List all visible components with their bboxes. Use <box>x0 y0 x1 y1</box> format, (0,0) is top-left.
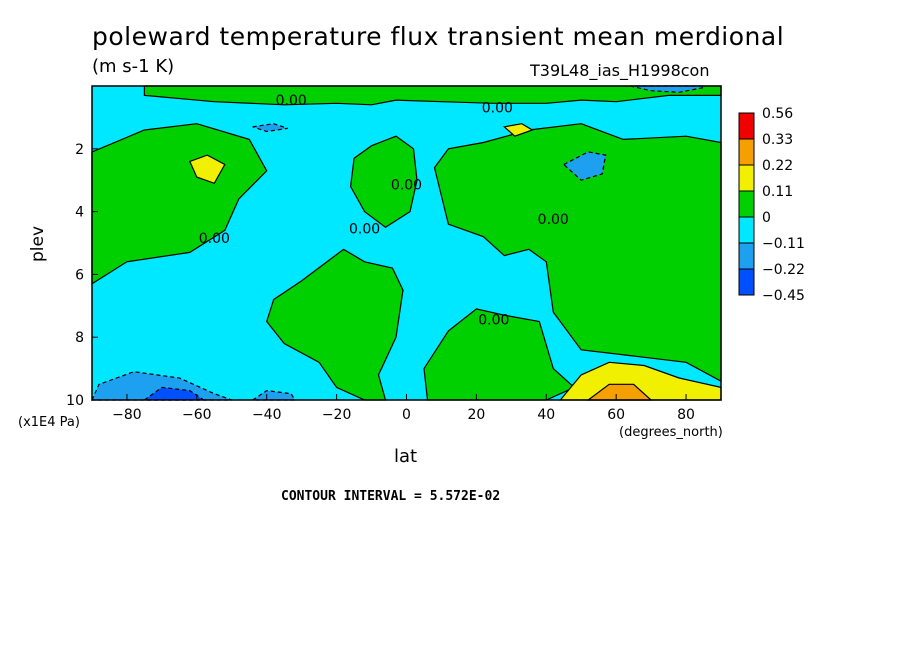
contour-label: 0.00 <box>276 93 307 109</box>
legend-level-label: 0.11 <box>762 184 793 200</box>
y-axis-units: (x1E4 Pa) <box>18 415 80 430</box>
contour-label: 0.00 <box>482 101 513 117</box>
contour-label: 0.00 <box>478 313 509 329</box>
legend-level-label: −0.45 <box>762 288 805 304</box>
y-tick-label: 10 <box>66 393 84 409</box>
y-tick-label: 8 <box>75 330 84 346</box>
legend-level-label: −0.11 <box>762 236 805 252</box>
legend-swatch <box>738 138 755 166</box>
x-tick-label: 20 <box>467 407 485 423</box>
x-tick-label: 60 <box>607 407 625 423</box>
x-tick-label: 80 <box>677 407 695 423</box>
contour-label: 0.00 <box>538 212 569 228</box>
dataset-label: T39L48_ias_H1998con <box>530 61 710 80</box>
contour-region-11 <box>250 389 296 401</box>
y-tick-label: 6 <box>75 267 84 283</box>
x-axis-units: (degrees_north) <box>619 425 723 440</box>
contour-region-3 <box>433 123 722 383</box>
x-tick-label: −80 <box>112 407 142 423</box>
units-label: (m s-1 K) <box>92 56 175 77</box>
contour-label: 0.00 <box>349 222 380 238</box>
legend-level-label: −0.22 <box>762 262 805 278</box>
x-tick-label: 40 <box>537 407 555 423</box>
legend-level-label: 0.22 <box>762 158 793 174</box>
x-tick-label: 0 <box>402 407 411 423</box>
legend-swatch <box>738 268 755 296</box>
contour-label: 0.00 <box>391 178 422 194</box>
y-tick-label: 2 <box>75 142 84 158</box>
legend-level-label: 0.56 <box>762 106 793 122</box>
legend-level-label: 0.33 <box>762 132 793 148</box>
x-tick-label: −40 <box>252 407 282 423</box>
contour-label: 0.00 <box>199 231 230 247</box>
legend-swatch <box>738 190 755 218</box>
legend-level-label: 0 <box>762 210 771 226</box>
contour-region-4 <box>266 248 404 401</box>
legend-swatch <box>738 216 755 244</box>
y-tick-label: 4 <box>75 205 84 221</box>
legend-swatch <box>738 112 755 140</box>
contour-interval-note: CONTOUR INTERVAL = 5.572E-02 <box>281 489 501 504</box>
x-tick-label: −60 <box>182 407 212 423</box>
contour-region-2 <box>349 135 418 229</box>
contour-region-13 <box>252 123 288 133</box>
contour-region-14 <box>629 85 705 93</box>
legend-swatch <box>738 164 755 192</box>
x-axis-label: lat <box>394 446 418 467</box>
contour-region-5 <box>423 308 576 401</box>
contour-region-12 <box>562 151 607 181</box>
legend-swatch <box>738 242 755 270</box>
chart-title: poleward temperature flux transient mean… <box>92 22 785 51</box>
x-tick-label: −20 <box>322 407 352 423</box>
contour-region-6 <box>188 154 226 185</box>
contour-region-7 <box>502 123 534 137</box>
